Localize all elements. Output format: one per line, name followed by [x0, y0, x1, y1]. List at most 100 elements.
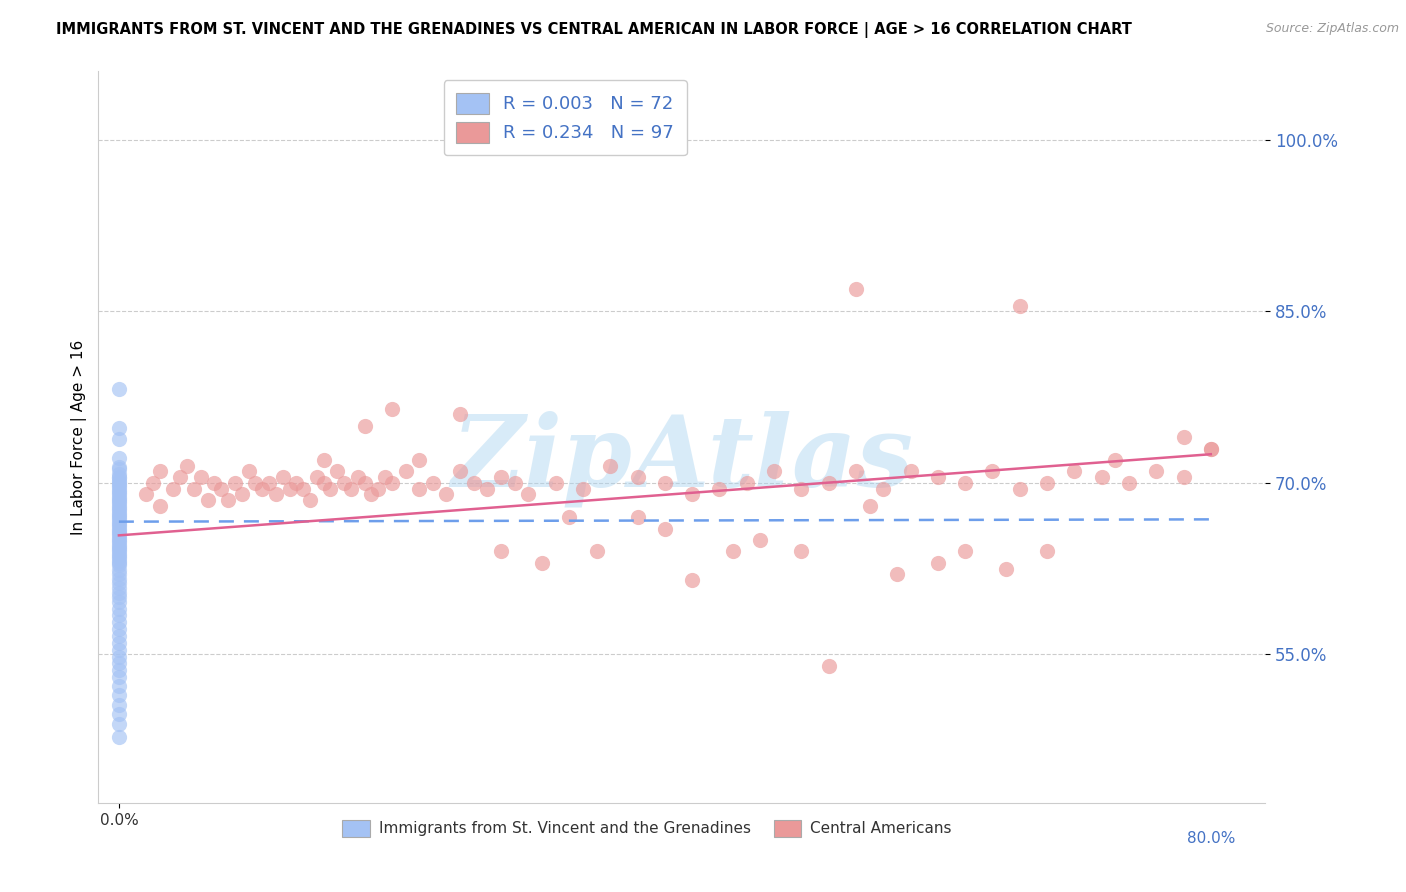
Text: Source: ZipAtlas.com: Source: ZipAtlas.com [1265, 22, 1399, 36]
Point [217, 492, 239, 507]
Point [108, 470, 131, 484]
Point [231, 487, 253, 501]
Point [353, 418, 375, 433]
Point [108, 601, 131, 615]
Point [108, 483, 131, 497]
Point [108, 537, 131, 551]
Point [108, 521, 131, 535]
Point [735, 475, 758, 490]
Point [790, 544, 813, 558]
Point [108, 475, 131, 490]
Point [1144, 464, 1167, 478]
Point [108, 471, 131, 485]
Point [558, 510, 581, 524]
Point [346, 470, 368, 484]
Point [305, 470, 328, 484]
Point [108, 706, 131, 721]
Point [1091, 470, 1114, 484]
Point [108, 572, 131, 586]
Point [108, 459, 131, 474]
Point [1104, 453, 1126, 467]
Point [257, 475, 280, 490]
Point [544, 475, 567, 490]
Point [654, 475, 676, 490]
Point [1036, 544, 1059, 558]
Point [858, 499, 880, 513]
Point [108, 487, 131, 501]
Point [108, 590, 131, 604]
Point [654, 521, 676, 535]
Point [108, 526, 131, 541]
Point [108, 499, 131, 513]
Point [176, 458, 198, 473]
Point [763, 464, 786, 478]
Point [108, 516, 131, 531]
Point [108, 608, 131, 623]
Point [845, 464, 868, 478]
Point [477, 482, 499, 496]
Point [312, 475, 335, 490]
Point [108, 642, 131, 657]
Point [292, 482, 315, 496]
Point [449, 407, 471, 421]
Point [721, 544, 744, 558]
Point [108, 528, 131, 542]
Point [108, 515, 131, 529]
Point [1199, 442, 1222, 456]
Point [108, 433, 131, 447]
Point [224, 475, 246, 490]
Point [149, 464, 172, 478]
Point [108, 670, 131, 684]
Point [108, 649, 131, 664]
Point [108, 474, 131, 488]
Point [108, 508, 131, 522]
Point [108, 491, 131, 506]
Text: 80.0%: 80.0% [1187, 831, 1234, 847]
Point [169, 470, 191, 484]
Point [326, 464, 349, 478]
Point [599, 458, 621, 473]
Point [872, 482, 894, 496]
Point [108, 496, 131, 510]
Point [183, 482, 205, 496]
Point [190, 470, 212, 484]
Point [408, 453, 430, 467]
Point [312, 453, 335, 467]
Point [530, 556, 553, 570]
Point [517, 487, 540, 501]
Point [108, 478, 131, 492]
Point [108, 547, 131, 561]
Point [108, 542, 131, 557]
Point [108, 512, 131, 526]
Point [981, 464, 1004, 478]
Point [285, 475, 308, 490]
Point [108, 553, 131, 567]
Point [1063, 464, 1085, 478]
Point [422, 475, 444, 490]
Point [209, 482, 232, 496]
Point [394, 464, 416, 478]
Point [108, 421, 131, 435]
Point [333, 475, 356, 490]
Point [108, 679, 131, 693]
Point [381, 475, 404, 490]
Point [149, 499, 172, 513]
Point [108, 540, 131, 554]
Point [1008, 482, 1031, 496]
Point [995, 561, 1018, 575]
Point [1008, 299, 1031, 313]
Point [108, 730, 131, 744]
Legend: Immigrants from St. Vincent and the Grenadines, Central Americans: Immigrants from St. Vincent and the Gren… [333, 811, 960, 847]
Point [108, 531, 131, 545]
Point [250, 482, 273, 496]
Point [245, 475, 267, 490]
Point [108, 594, 131, 608]
Point [845, 281, 868, 295]
Point [953, 544, 976, 558]
Point [298, 492, 321, 507]
Point [108, 657, 131, 671]
Point [108, 485, 131, 500]
Point [817, 658, 839, 673]
Point [108, 567, 131, 582]
Point [108, 382, 131, 396]
